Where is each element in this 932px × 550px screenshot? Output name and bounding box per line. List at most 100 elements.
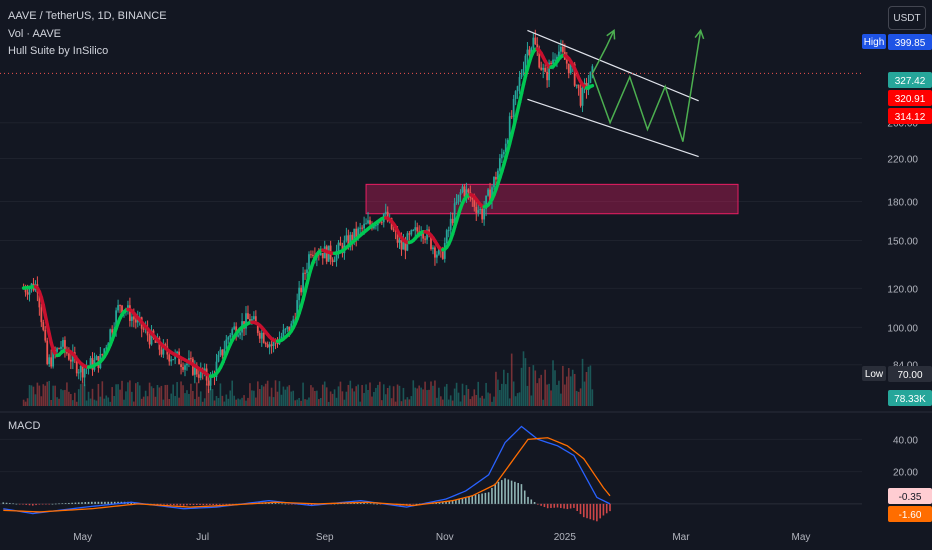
volume-bar bbox=[28, 385, 31, 406]
candle-body bbox=[577, 84, 580, 88]
volume-bar bbox=[176, 382, 178, 406]
candle-body bbox=[229, 335, 232, 338]
macd-histogram-bar bbox=[438, 502, 441, 504]
candle-body bbox=[296, 300, 299, 320]
volume-bar bbox=[134, 383, 137, 406]
volume-bar bbox=[329, 391, 332, 406]
candle-body bbox=[308, 254, 310, 270]
volume-bar bbox=[144, 390, 147, 406]
volume-bar bbox=[375, 387, 377, 406]
candle-body bbox=[164, 344, 167, 347]
candle-body bbox=[477, 210, 480, 213]
candle-body bbox=[117, 305, 119, 311]
volume-bar bbox=[81, 382, 84, 406]
candle-body bbox=[437, 248, 440, 255]
macd-histogram-bar bbox=[550, 503, 552, 508]
candle-body bbox=[119, 305, 121, 307]
volume-bar bbox=[50, 399, 52, 406]
volume-bar bbox=[544, 369, 546, 406]
candle-body bbox=[132, 316, 135, 320]
candle-body bbox=[298, 287, 301, 301]
candle-body bbox=[148, 335, 151, 345]
candle-body bbox=[589, 71, 592, 83]
volume-bar bbox=[260, 385, 263, 406]
macd-histogram-bar bbox=[373, 503, 375, 505]
volume-bar bbox=[221, 395, 224, 406]
volume-bar bbox=[286, 386, 289, 406]
candle-body bbox=[548, 62, 550, 81]
candle-body bbox=[64, 340, 66, 351]
macd-histogram-bar bbox=[176, 503, 178, 506]
volume-bar bbox=[591, 389, 594, 406]
volume-bar bbox=[101, 381, 104, 406]
macd-histogram-bar bbox=[192, 503, 195, 506]
volume-bar bbox=[318, 399, 320, 406]
price-tick-label: 120.00 bbox=[887, 284, 918, 295]
candle-body bbox=[101, 354, 104, 356]
volume-bar bbox=[44, 385, 47, 406]
time-tick-label: Nov bbox=[436, 532, 454, 543]
time-tick-label: Jul bbox=[196, 532, 209, 543]
volume-bar bbox=[30, 385, 33, 406]
volume-bar bbox=[333, 389, 336, 406]
volume-bar bbox=[245, 400, 247, 406]
candle-body bbox=[361, 227, 364, 229]
volume-bar bbox=[32, 386, 35, 406]
volume-bar bbox=[46, 381, 49, 406]
volume-bar bbox=[536, 383, 539, 406]
macd-histogram-bar bbox=[517, 482, 519, 504]
candle-body bbox=[215, 361, 218, 378]
volume-bar bbox=[565, 376, 568, 406]
volume-bar bbox=[489, 393, 491, 406]
time-tick-label: Mar bbox=[672, 532, 690, 543]
currency-button[interactable]: USDT bbox=[888, 6, 926, 30]
volume-bar bbox=[440, 396, 442, 406]
candle-body bbox=[510, 116, 513, 118]
candle-body bbox=[266, 344, 269, 348]
candle-body bbox=[532, 37, 535, 48]
volume-bar bbox=[121, 380, 123, 406]
volume-bar bbox=[282, 386, 285, 406]
macd-histogram-bar bbox=[415, 503, 418, 505]
candle-body bbox=[408, 233, 411, 235]
price-tag-2: 320.91 bbox=[895, 94, 926, 105]
time-tick-label: 2025 bbox=[554, 532, 577, 543]
macd-histogram-bar bbox=[540, 503, 542, 506]
volume-bar bbox=[548, 383, 550, 406]
volume-bar bbox=[538, 378, 541, 406]
candle-body bbox=[497, 170, 499, 180]
volume-bar bbox=[70, 393, 72, 406]
candle-body bbox=[455, 201, 458, 204]
candle-body bbox=[221, 349, 224, 356]
macd-histogram-bar bbox=[455, 499, 457, 504]
volume-bar bbox=[310, 385, 312, 406]
candle-body bbox=[150, 330, 153, 345]
volume-bar bbox=[60, 389, 62, 406]
volume-bar bbox=[172, 384, 174, 406]
price-tick-label: 150.00 bbox=[887, 237, 918, 248]
volume-bar bbox=[26, 398, 29, 406]
macd-histogram-bar bbox=[45, 503, 47, 505]
candle-body bbox=[280, 336, 283, 339]
candle-body bbox=[180, 364, 182, 368]
candle-body bbox=[528, 49, 531, 56]
volume-bar bbox=[418, 385, 420, 406]
macd-histogram-bar bbox=[582, 503, 585, 518]
macd-histogram-bar bbox=[232, 503, 234, 505]
candle-body bbox=[233, 326, 236, 330]
volume-bar bbox=[255, 397, 257, 406]
candle-body bbox=[445, 230, 448, 244]
hull-segment bbox=[588, 83, 595, 89]
projection-path bbox=[591, 30, 702, 142]
candle-body bbox=[410, 230, 413, 235]
low-value: 70.00 bbox=[897, 370, 922, 381]
volume-bar bbox=[379, 381, 381, 406]
volume-bar bbox=[99, 396, 102, 406]
volume-bar bbox=[87, 391, 90, 406]
candle-body bbox=[172, 359, 175, 361]
candle-body bbox=[46, 340, 49, 364]
volume-bar bbox=[66, 382, 68, 406]
volume-bar bbox=[247, 397, 249, 406]
volume-bar bbox=[133, 401, 135, 406]
